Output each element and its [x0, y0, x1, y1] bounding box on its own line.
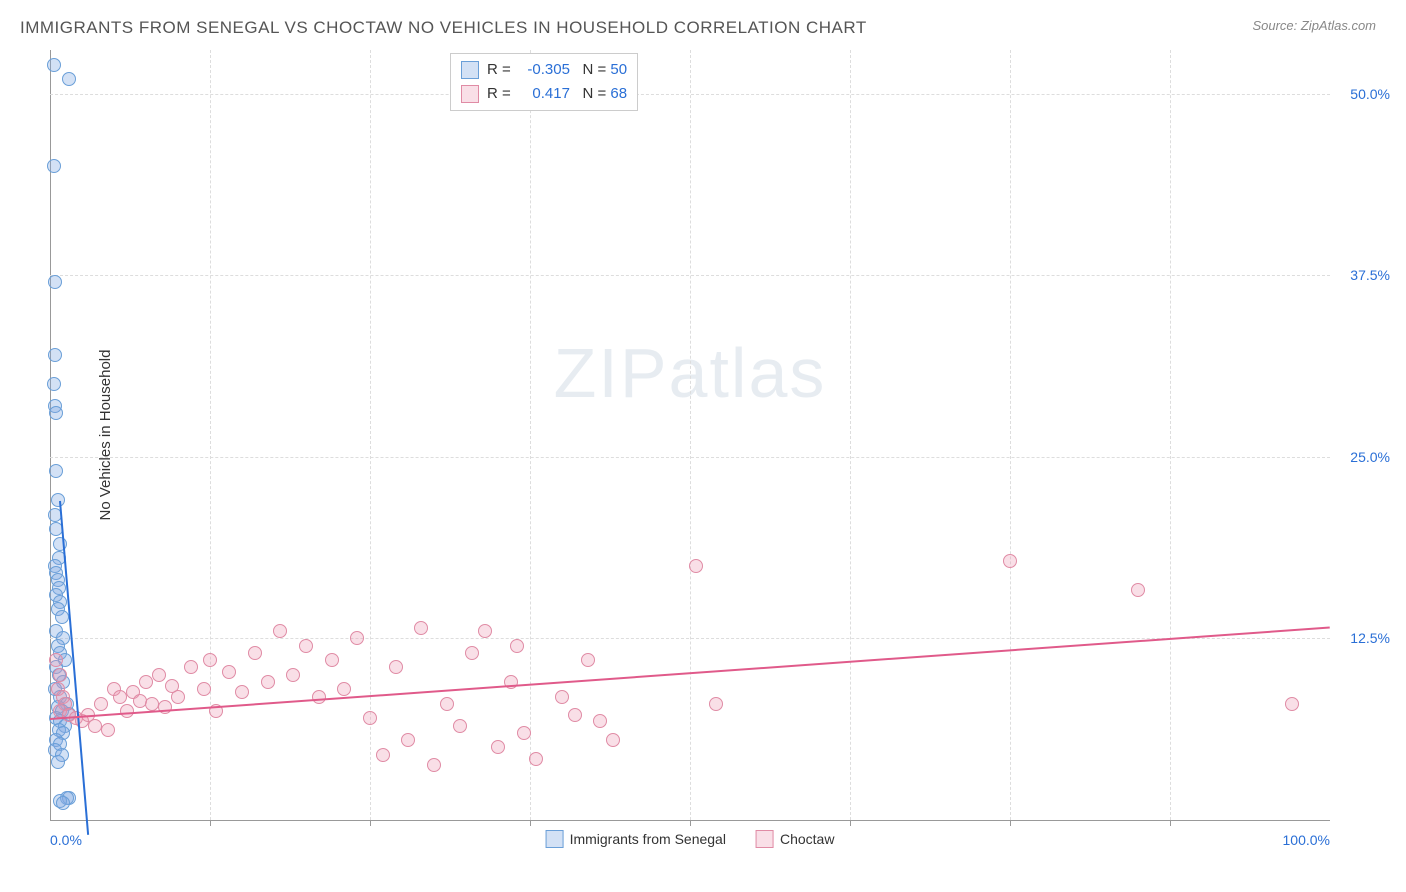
data-point: [478, 624, 492, 638]
data-point: [56, 796, 70, 810]
legend-swatch: [546, 830, 564, 848]
legend-stat-row: R = -0.305 N = 50: [461, 58, 627, 82]
data-point: [53, 668, 67, 682]
vgridline: [850, 50, 851, 820]
data-point: [235, 685, 249, 699]
vgridline: [1010, 50, 1011, 820]
legend-stat-text: R = 0.417 N = 68: [487, 82, 627, 106]
data-point: [689, 559, 703, 573]
data-point: [517, 726, 531, 740]
vgridline: [210, 50, 211, 820]
data-point: [171, 690, 185, 704]
y-tick-label: 37.5%: [1350, 267, 1390, 283]
legend-swatch: [756, 830, 774, 848]
x-minor-tick: [210, 820, 211, 826]
data-point: [568, 708, 582, 722]
legend-label: Choctaw: [780, 831, 834, 847]
x-minor-tick: [1010, 820, 1011, 826]
legend-item: Immigrants from Senegal: [546, 830, 726, 848]
x-minor-tick: [530, 820, 531, 826]
data-point: [312, 690, 326, 704]
x-tick-label: 0.0%: [50, 832, 82, 848]
data-point: [465, 646, 479, 660]
data-point: [47, 159, 61, 173]
data-point: [350, 631, 364, 645]
data-point: [184, 660, 198, 674]
legend-stat-text: R = -0.305 N = 50: [487, 58, 627, 82]
legend-item: Choctaw: [756, 830, 834, 848]
legend-series: Immigrants from Senegal Choctaw: [546, 830, 835, 848]
data-point: [222, 665, 236, 679]
data-point: [555, 690, 569, 704]
data-point: [47, 377, 61, 391]
data-point: [62, 72, 76, 86]
vgridline: [690, 50, 691, 820]
x-minor-tick: [1170, 820, 1171, 826]
data-point: [48, 348, 62, 362]
legend-stats: R = -0.305 N = 50R = 0.417 N = 68: [450, 53, 638, 111]
data-point: [286, 668, 300, 682]
data-point: [1131, 583, 1145, 597]
data-point: [709, 697, 723, 711]
data-point: [139, 675, 153, 689]
data-point: [529, 752, 543, 766]
y-tick-label: 50.0%: [1350, 86, 1390, 102]
data-point: [606, 733, 620, 747]
data-point: [453, 719, 467, 733]
data-point: [401, 733, 415, 747]
chart-title: IMMIGRANTS FROM SENEGAL VS CHOCTAW NO VE…: [20, 18, 867, 38]
data-point: [55, 610, 69, 624]
legend-stat-row: R = 0.417 N = 68: [461, 82, 627, 106]
y-tick-label: 25.0%: [1350, 449, 1390, 465]
x-tick-label: 100.0%: [1283, 832, 1330, 848]
legend-swatch: [461, 61, 479, 79]
data-point: [145, 697, 159, 711]
data-point: [440, 697, 454, 711]
source-attribution: Source: ZipAtlas.com: [1252, 18, 1376, 33]
data-point: [1003, 554, 1017, 568]
data-point: [581, 653, 595, 667]
data-point: [49, 406, 63, 420]
data-point: [53, 537, 67, 551]
data-point: [491, 740, 505, 754]
data-point: [51, 755, 65, 769]
data-point: [593, 714, 607, 728]
data-point: [427, 758, 441, 772]
data-point: [1285, 697, 1299, 711]
data-point: [120, 704, 134, 718]
x-minor-tick: [690, 820, 691, 826]
data-point: [363, 711, 377, 725]
data-point: [299, 639, 313, 653]
legend-label: Immigrants from Senegal: [570, 831, 726, 847]
data-point: [133, 694, 147, 708]
y-tick-label: 12.5%: [1350, 630, 1390, 646]
data-point: [197, 682, 211, 696]
data-point: [337, 682, 351, 696]
data-point: [49, 653, 63, 667]
vgridline: [370, 50, 371, 820]
data-point: [47, 58, 61, 72]
data-point: [273, 624, 287, 638]
data-point: [389, 660, 403, 674]
data-point: [51, 493, 65, 507]
x-minor-tick: [370, 820, 371, 826]
data-point: [510, 639, 524, 653]
data-point: [152, 668, 166, 682]
chart-area: No Vehicles in Household ZIPatlas 12.5%2…: [50, 50, 1330, 820]
data-point: [49, 464, 63, 478]
vgridline: [1170, 50, 1171, 820]
data-point: [376, 748, 390, 762]
x-minor-tick: [850, 820, 851, 826]
data-point: [101, 723, 115, 737]
data-point: [261, 675, 275, 689]
data-point: [94, 697, 108, 711]
vgridline: [530, 50, 531, 820]
data-point: [325, 653, 339, 667]
data-point: [48, 275, 62, 289]
plot-region: 12.5%25.0%37.5%50.0%0.0%100.0%: [50, 50, 1330, 820]
data-point: [248, 646, 262, 660]
legend-swatch: [461, 85, 479, 103]
data-point: [414, 621, 428, 635]
data-point: [203, 653, 217, 667]
